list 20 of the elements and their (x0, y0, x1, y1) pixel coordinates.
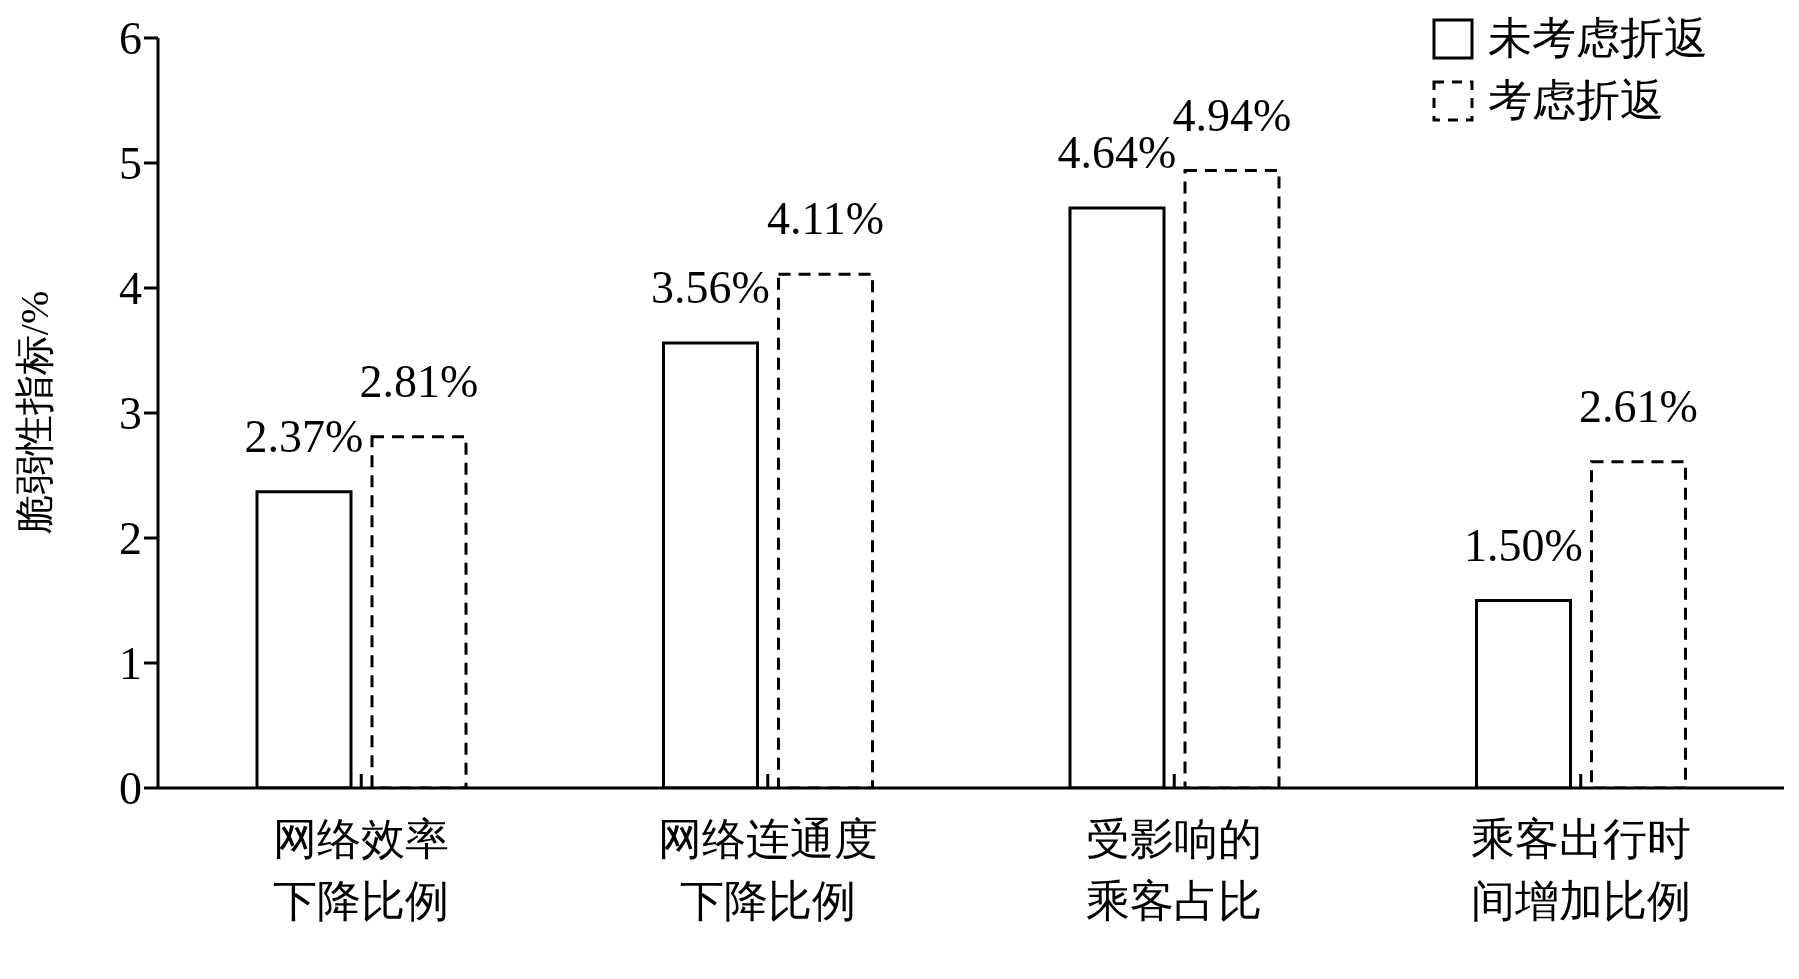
y-tick-label: 1 (119, 638, 142, 690)
y-tick-label: 2 (119, 513, 142, 565)
data-label: 2.61% (1579, 380, 1698, 432)
y-tick-label: 6 (119, 13, 142, 65)
legend-label: 考虑折返 (1488, 75, 1664, 127)
data-label: 3.56% (651, 262, 770, 313)
y-tick-label: 3 (119, 388, 142, 440)
y-tick-label: 0 (119, 763, 142, 815)
legend-label: 未考虑折返 (1488, 13, 1708, 65)
x-tick-label: 受影响的乘客占比 (1086, 815, 1263, 926)
x-tick-label: 乘客出行时间增加比例 (1470, 815, 1691, 926)
data-label: 1.50% (1464, 519, 1583, 571)
y-tick-label: 4 (119, 263, 142, 315)
data-label: 2.37% (244, 410, 364, 462)
data-label: 4.11% (766, 193, 885, 245)
x-tick-label: 网络效率下降比例 (273, 815, 450, 926)
y-axis-title: 脆弱性指标/% (12, 290, 57, 536)
x-tick-label: 网络连通度下降比例 (657, 815, 878, 926)
y-tick-label: 5 (119, 138, 142, 190)
data-label: 2.81% (359, 355, 479, 407)
